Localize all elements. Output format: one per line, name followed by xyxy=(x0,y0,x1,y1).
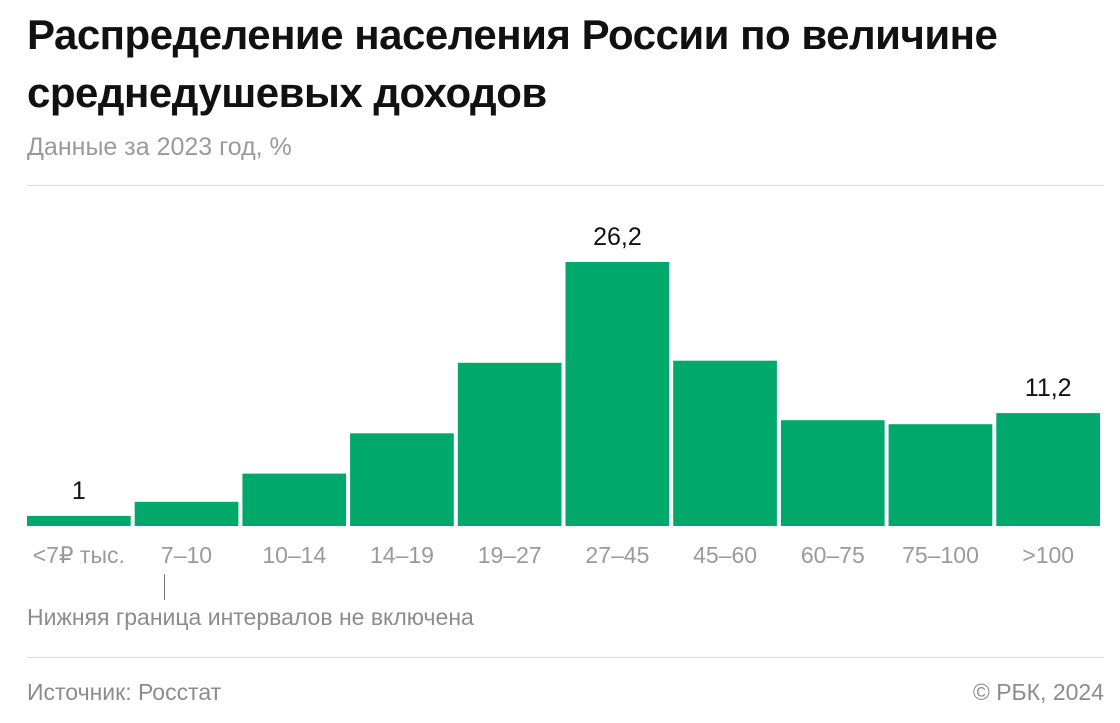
bar-6 xyxy=(673,360,777,526)
source-label: Источник: Росстат xyxy=(27,679,222,705)
copyright-label: © РБК, 2024 xyxy=(972,679,1104,705)
x-tick-label: 7–10 xyxy=(161,542,212,568)
data-label: 1 xyxy=(72,477,86,505)
data-label: 26,2 xyxy=(593,223,642,251)
bar-1 xyxy=(134,501,239,526)
x-tick-label: >100 xyxy=(1022,542,1074,568)
x-tick-label: 45–60 xyxy=(693,542,757,568)
histogram-chart: <7₽ тыс. 1 7–10 10–14 14–19 19–27 27–45 26,2 45–… xyxy=(27,223,1100,568)
x-tick-label: 60–75 xyxy=(801,542,865,568)
bottom-divider xyxy=(27,657,1104,658)
bar-4 xyxy=(457,362,562,526)
chart-title: Распределение населения России по величи… xyxy=(27,11,998,116)
bar-0 xyxy=(27,515,131,526)
bar-2 xyxy=(242,473,347,526)
bar-9 xyxy=(996,413,1100,526)
top-divider xyxy=(27,185,1104,186)
x-tick-label: 75–100 xyxy=(902,542,979,568)
bar-3 xyxy=(350,433,454,526)
bar-8 xyxy=(888,424,993,526)
chart-subtitle: Данные за 2023 год, % xyxy=(27,133,292,161)
x-tick-label: 19–27 xyxy=(478,542,542,568)
data-label: 11,2 xyxy=(1025,374,1072,402)
x-tick-label: 10–14 xyxy=(262,542,326,568)
interval-note: Нижняя граница интервалов не включена xyxy=(27,604,474,630)
bar-5 xyxy=(565,262,670,526)
x-tick-label: 14–19 xyxy=(370,542,434,568)
bar-7 xyxy=(780,420,885,526)
x-tick-label: 27–45 xyxy=(585,542,649,568)
x-tick-label: <7₽ тыс. xyxy=(33,542,125,568)
note-pointer-line xyxy=(164,574,165,600)
